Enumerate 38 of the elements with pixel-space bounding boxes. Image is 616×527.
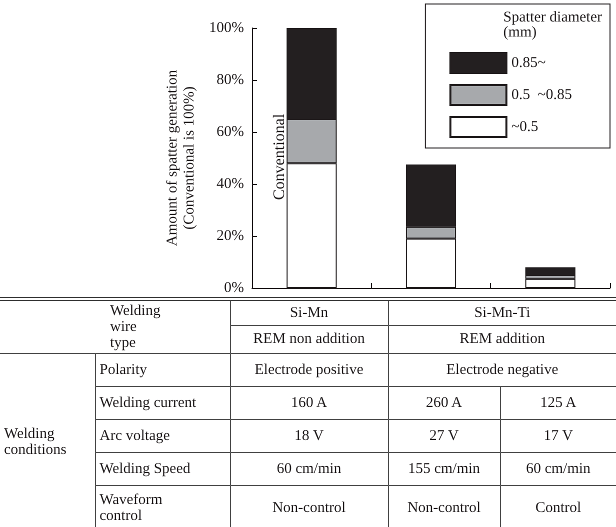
y-axis-title: Amount of spatter generation (Conventional is 100%) <box>164 69 198 246</box>
text: Electrode positive <box>230 353 388 386</box>
text: REM non addition <box>230 325 388 353</box>
text: 160 A <box>230 386 388 419</box>
text: Welding conditions <box>0 353 95 527</box>
text: Si-Mn <box>230 299 388 325</box>
legend-label: ~0.5 <box>511 119 538 135</box>
text: Welding wire type <box>0 299 230 353</box>
text: Welding current <box>95 386 230 419</box>
text: 155 cm/min <box>388 452 500 485</box>
legend-label: 0.85~ <box>511 55 546 71</box>
legend-title: Spatter diameter (mm) <box>503 10 602 40</box>
text: Waveform control <box>95 485 230 527</box>
y-tick-label: 60% <box>216 124 244 140</box>
text: 60 cm/min <box>230 452 388 485</box>
y-tick-label: 20% <box>216 228 244 244</box>
text: Arc voltage <box>95 419 230 452</box>
y-tick-label: 0% <box>224 280 244 296</box>
bar <box>525 267 576 275</box>
text: 17 V <box>500 419 616 452</box>
text: Si-Mn-Ti <box>388 299 616 325</box>
x-tick-label: Conventional <box>271 113 288 200</box>
text: Electrode negative <box>388 353 616 386</box>
text: Non-control <box>230 485 388 527</box>
y-tick-label: 100% <box>209 20 244 36</box>
text: REM addition <box>388 325 616 353</box>
text: 18 V <box>230 419 388 452</box>
text: 260 A <box>388 386 500 419</box>
legend-label: 0.5 ~0.85 <box>511 87 572 103</box>
text: 60 cm/min <box>500 452 616 485</box>
text: Welding Speed <box>95 452 230 485</box>
text: 27 V <box>388 419 500 452</box>
text: Non-control <box>388 485 500 527</box>
text: Polarity <box>95 353 230 386</box>
text: Control <box>500 485 616 527</box>
text: 125 A <box>500 386 616 419</box>
y-tick-label: 80% <box>216 72 244 88</box>
y-tick-label: 40% <box>216 176 244 192</box>
